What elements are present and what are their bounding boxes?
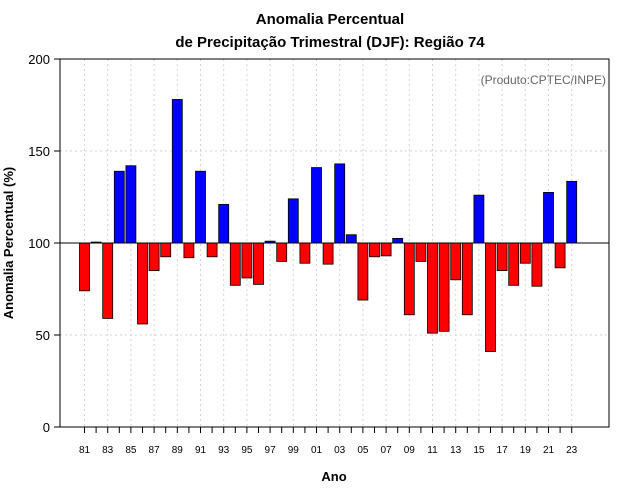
x-tick-label-89: 89 [172,445,184,456]
bar-13 [450,242,462,281]
x-tick-label-05: 05 [357,445,369,456]
bar-04 [345,234,357,244]
y-tick-label-150: 150 [28,144,50,159]
x-tick-label-13: 13 [450,445,462,456]
bar-85 [125,165,137,244]
bar-00 [299,242,311,264]
x-tick-label-97: 97 [265,445,277,456]
bar-14 [461,242,473,316]
x-tick-label-15: 15 [473,445,485,456]
x-tick-label-93: 93 [218,445,230,456]
bar-91 [195,170,206,244]
bar-88 [160,242,172,258]
bar-02 [322,242,334,265]
bar-92 [206,242,218,258]
bar-15 [473,194,485,244]
x-tick-label-03: 03 [334,445,346,456]
x-tick-label-81: 81 [79,445,91,456]
bar-20 [531,242,543,287]
bar-09 [403,242,415,316]
bar-23 [566,180,578,244]
bar-10 [415,242,427,262]
x-tick-label-85: 85 [125,445,137,456]
bar-96 [253,242,264,285]
y-axis: 0 50 100 150 200 [28,52,60,435]
grid-lines [60,58,609,428]
x-tick-label-23: 23 [566,445,578,456]
x-tick-label-99: 99 [288,445,300,456]
bar-99 [287,198,299,244]
chart-title-line2: de Precipitação Trimestral (DJF): Região… [175,34,485,51]
y-tick-label-200: 200 [28,52,50,67]
bar-89 [171,99,183,244]
bar-03 [334,163,346,244]
x-tick-label-21: 21 [543,445,555,456]
bar-81 [79,242,90,292]
x-axis: 81 83 85 87 89 91 93 95 97 99 01 03 05 07 09 11 13 15 17 19… [79,427,578,456]
bar-90 [183,242,195,259]
y-tick-label-0: 0 [43,420,50,435]
x-tick-label-91: 91 [195,445,207,456]
bar-94 [229,242,241,286]
bar-17 [496,242,508,272]
bar-19 [519,242,531,264]
y-tick-label-50: 50 [36,328,50,343]
bar-12 [438,242,450,332]
bar-95 [241,242,253,279]
bar-86 [137,242,148,325]
x-axis-label: Ano [321,469,346,484]
bar-21 [543,191,554,244]
bar-07 [380,242,392,257]
x-tick-label-83: 83 [102,445,114,456]
x-tick-label-01: 01 [311,445,323,456]
y-tick-label-100: 100 [28,236,50,251]
bar-98 [276,242,288,262]
bar-11 [427,242,438,334]
x-tick-label-87: 87 [149,445,161,456]
bar-83 [102,242,114,319]
bar-08 [392,237,404,244]
bar-16 [485,242,496,352]
bar-87 [148,242,160,272]
chart-title-line1: Anomalia Percentual [256,11,404,28]
credit-label: (Produto:CPTEC/INPE) [481,73,606,87]
x-tick-label-17: 17 [497,445,509,456]
x-tick-label-07: 07 [381,445,393,456]
bar-22 [554,242,566,269]
bar-06 [369,242,380,258]
bar-18 [508,242,520,286]
bar-05 [357,242,369,301]
bar-84 [113,170,125,244]
x-tick-label-09: 09 [404,445,416,456]
x-tick-label-19: 19 [520,445,532,456]
y-axis-label: Anomalia Percentual (%) [1,167,16,319]
x-tick-label-95: 95 [241,445,253,456]
bar-01 [311,167,322,244]
x-tick-label-11: 11 [427,445,438,456]
bar-93 [218,203,230,244]
